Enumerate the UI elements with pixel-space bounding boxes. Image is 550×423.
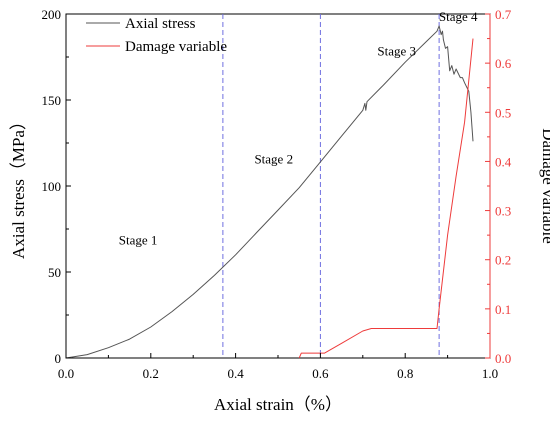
legend: Axial stress Damage variable (86, 16, 227, 55)
y-right-tick-label: 0.0 (495, 351, 511, 366)
series-layer (65, 25, 474, 359)
stage-label-2: Stage 2 (254, 152, 293, 167)
series-line-axial-stress (65, 25, 474, 359)
y-left-tick-label: 0 (55, 351, 62, 366)
stage-label-4: Stage 4 (439, 9, 478, 24)
y-left-tick-label: 50 (48, 265, 61, 280)
y-left-tick-label: 150 (42, 93, 62, 108)
stage-dividers (222, 14, 440, 358)
x-tick-label: 0.6 (312, 366, 329, 381)
series-line-damage-variable (298, 38, 474, 359)
y-axis-left-title: Axial stress（MPa） (9, 113, 28, 259)
x-tick-label: 0.2 (143, 366, 159, 381)
legend-label-damage-variable: Damage variable (125, 39, 227, 55)
y-right-tick-label: 0.2 (495, 253, 511, 268)
y-right-tick-label: 0.5 (495, 105, 511, 120)
x-tick-label: 0.0 (58, 366, 74, 381)
x-tick-label: 1.0 (482, 366, 498, 381)
plot-frame (65, 13, 491, 359)
stage-label-3: Stage 3 (377, 43, 416, 58)
stage-label-1: Stage 1 (119, 232, 158, 247)
y-left-tick-label: 100 (42, 179, 62, 194)
x-tick-label: 0.4 (227, 366, 244, 381)
y-right-tick-label: 0.3 (495, 204, 511, 219)
y-axis-left: 0 50 100 150 200 (42, 7, 71, 366)
y-right-tick-label: 0.1 (495, 302, 511, 317)
legend-label-axial-stress: Axial stress (125, 16, 196, 32)
y-axis-right: 0.0 0.1 0.2 0.3 0.4 0.5 0.6 0.7 (485, 7, 512, 366)
y-right-tick-label: 0.4 (495, 154, 512, 169)
y-right-tick-label: 0.7 (495, 7, 512, 22)
y-axis-right-title: Damage variable (539, 128, 550, 244)
stage-labels: Stage 1 Stage 2 Stage 3 Stage 4 (119, 9, 478, 248)
x-tick-label: 0.8 (397, 366, 413, 381)
y-left-tick-label: 200 (42, 7, 62, 22)
y-right-tick-label: 0.6 (495, 56, 512, 71)
x-axis-title: Axial strain（%） (214, 395, 342, 414)
x-axis: 0.0 0.2 0.4 0.6 0.8 1.0 (58, 353, 498, 381)
